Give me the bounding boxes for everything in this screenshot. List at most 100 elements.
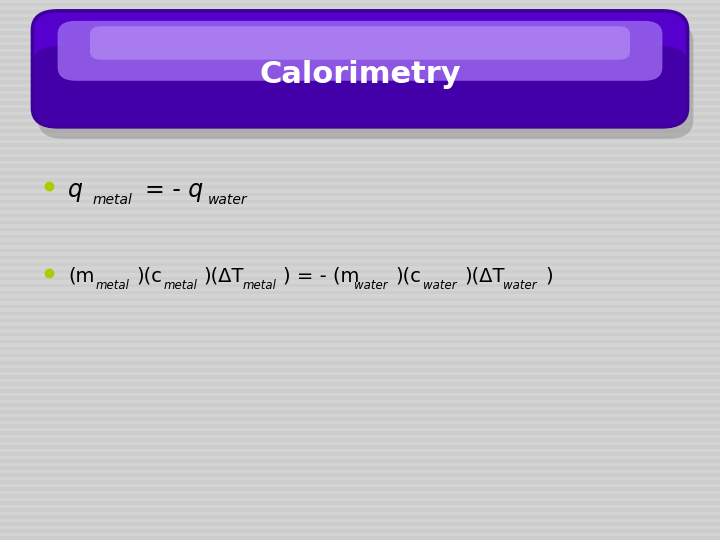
Text: = - q: = - q <box>145 178 203 202</box>
Bar <box>0 73 720 77</box>
Bar <box>0 172 720 175</box>
Bar <box>0 291 720 294</box>
Bar <box>0 24 720 28</box>
Bar <box>0 305 720 308</box>
Bar <box>0 284 720 287</box>
Bar <box>0 424 720 428</box>
Text: water: water <box>423 279 456 292</box>
Bar <box>0 459 720 463</box>
Bar <box>0 276 720 280</box>
Text: Calorimetry: Calorimetry <box>259 60 461 89</box>
FancyBboxPatch shape <box>32 11 688 127</box>
FancyBboxPatch shape <box>58 21 662 81</box>
Bar <box>0 129 720 133</box>
Bar <box>0 495 720 498</box>
Bar <box>0 431 720 435</box>
Bar <box>0 192 720 196</box>
Bar <box>0 178 720 182</box>
Bar <box>0 17 720 21</box>
Bar <box>0 137 720 140</box>
Bar <box>0 270 720 273</box>
Text: metal: metal <box>96 279 130 292</box>
Bar <box>0 410 720 414</box>
Text: water: water <box>354 279 387 292</box>
Bar <box>0 361 720 365</box>
Bar <box>0 382 720 386</box>
Text: )(c: )(c <box>395 267 421 286</box>
Bar <box>0 417 720 421</box>
Bar <box>0 66 720 70</box>
Bar <box>0 31 720 35</box>
Bar <box>0 347 720 350</box>
Bar <box>0 403 720 407</box>
Text: water: water <box>208 193 248 207</box>
Bar <box>0 3 720 6</box>
Bar <box>0 200 720 203</box>
Bar <box>0 368 720 372</box>
Bar <box>0 529 720 533</box>
Bar <box>0 445 720 449</box>
Bar <box>0 59 720 63</box>
Bar <box>0 509 720 512</box>
Bar <box>0 333 720 336</box>
Bar <box>0 537 720 540</box>
Bar <box>0 108 720 112</box>
Bar <box>0 481 720 484</box>
Bar <box>0 466 720 470</box>
Bar <box>0 523 720 526</box>
Bar <box>0 453 720 456</box>
Bar <box>0 221 720 224</box>
Bar <box>0 319 720 322</box>
Bar <box>0 158 720 161</box>
FancyBboxPatch shape <box>32 46 688 127</box>
Text: )(ΔT: )(ΔT <box>204 267 244 286</box>
Text: metal: metal <box>163 279 197 292</box>
Bar <box>0 438 720 442</box>
Bar <box>0 501 720 505</box>
Text: q: q <box>68 178 84 202</box>
Bar <box>0 38 720 42</box>
Text: (m: (m <box>68 267 95 286</box>
Bar <box>0 354 720 357</box>
Text: metal: metal <box>93 193 132 207</box>
Bar <box>0 143 720 147</box>
Bar <box>0 312 720 315</box>
Bar <box>0 10 720 14</box>
Bar <box>0 235 720 238</box>
Bar <box>0 116 720 119</box>
Text: )(c: )(c <box>136 267 162 286</box>
Text: metal: metal <box>243 279 276 292</box>
Bar <box>0 151 720 154</box>
FancyBboxPatch shape <box>38 23 693 139</box>
Bar <box>0 515 720 519</box>
Bar <box>0 242 720 245</box>
Bar <box>0 122 720 126</box>
Bar <box>0 487 720 491</box>
Bar <box>0 165 720 168</box>
Bar <box>0 94 720 98</box>
Bar <box>0 298 720 301</box>
Bar <box>0 206 720 210</box>
Bar <box>0 375 720 379</box>
Bar <box>0 326 720 329</box>
Bar <box>0 248 720 252</box>
Bar <box>0 396 720 400</box>
Bar <box>0 52 720 56</box>
Bar <box>0 389 720 393</box>
Text: ) = - (m: ) = - (m <box>283 267 359 286</box>
Bar <box>0 102 720 105</box>
Bar <box>0 340 720 343</box>
Text: )(ΔT: )(ΔT <box>464 267 505 286</box>
Bar <box>0 228 720 231</box>
Text: water: water <box>503 279 537 292</box>
Bar <box>0 87 720 91</box>
Bar <box>0 45 720 49</box>
Bar <box>0 255 720 259</box>
Text: ): ) <box>545 267 553 286</box>
Bar <box>0 214 720 217</box>
Bar <box>0 80 720 84</box>
Bar <box>0 262 720 266</box>
Bar <box>0 473 720 477</box>
FancyBboxPatch shape <box>90 26 630 60</box>
Bar <box>0 186 720 189</box>
